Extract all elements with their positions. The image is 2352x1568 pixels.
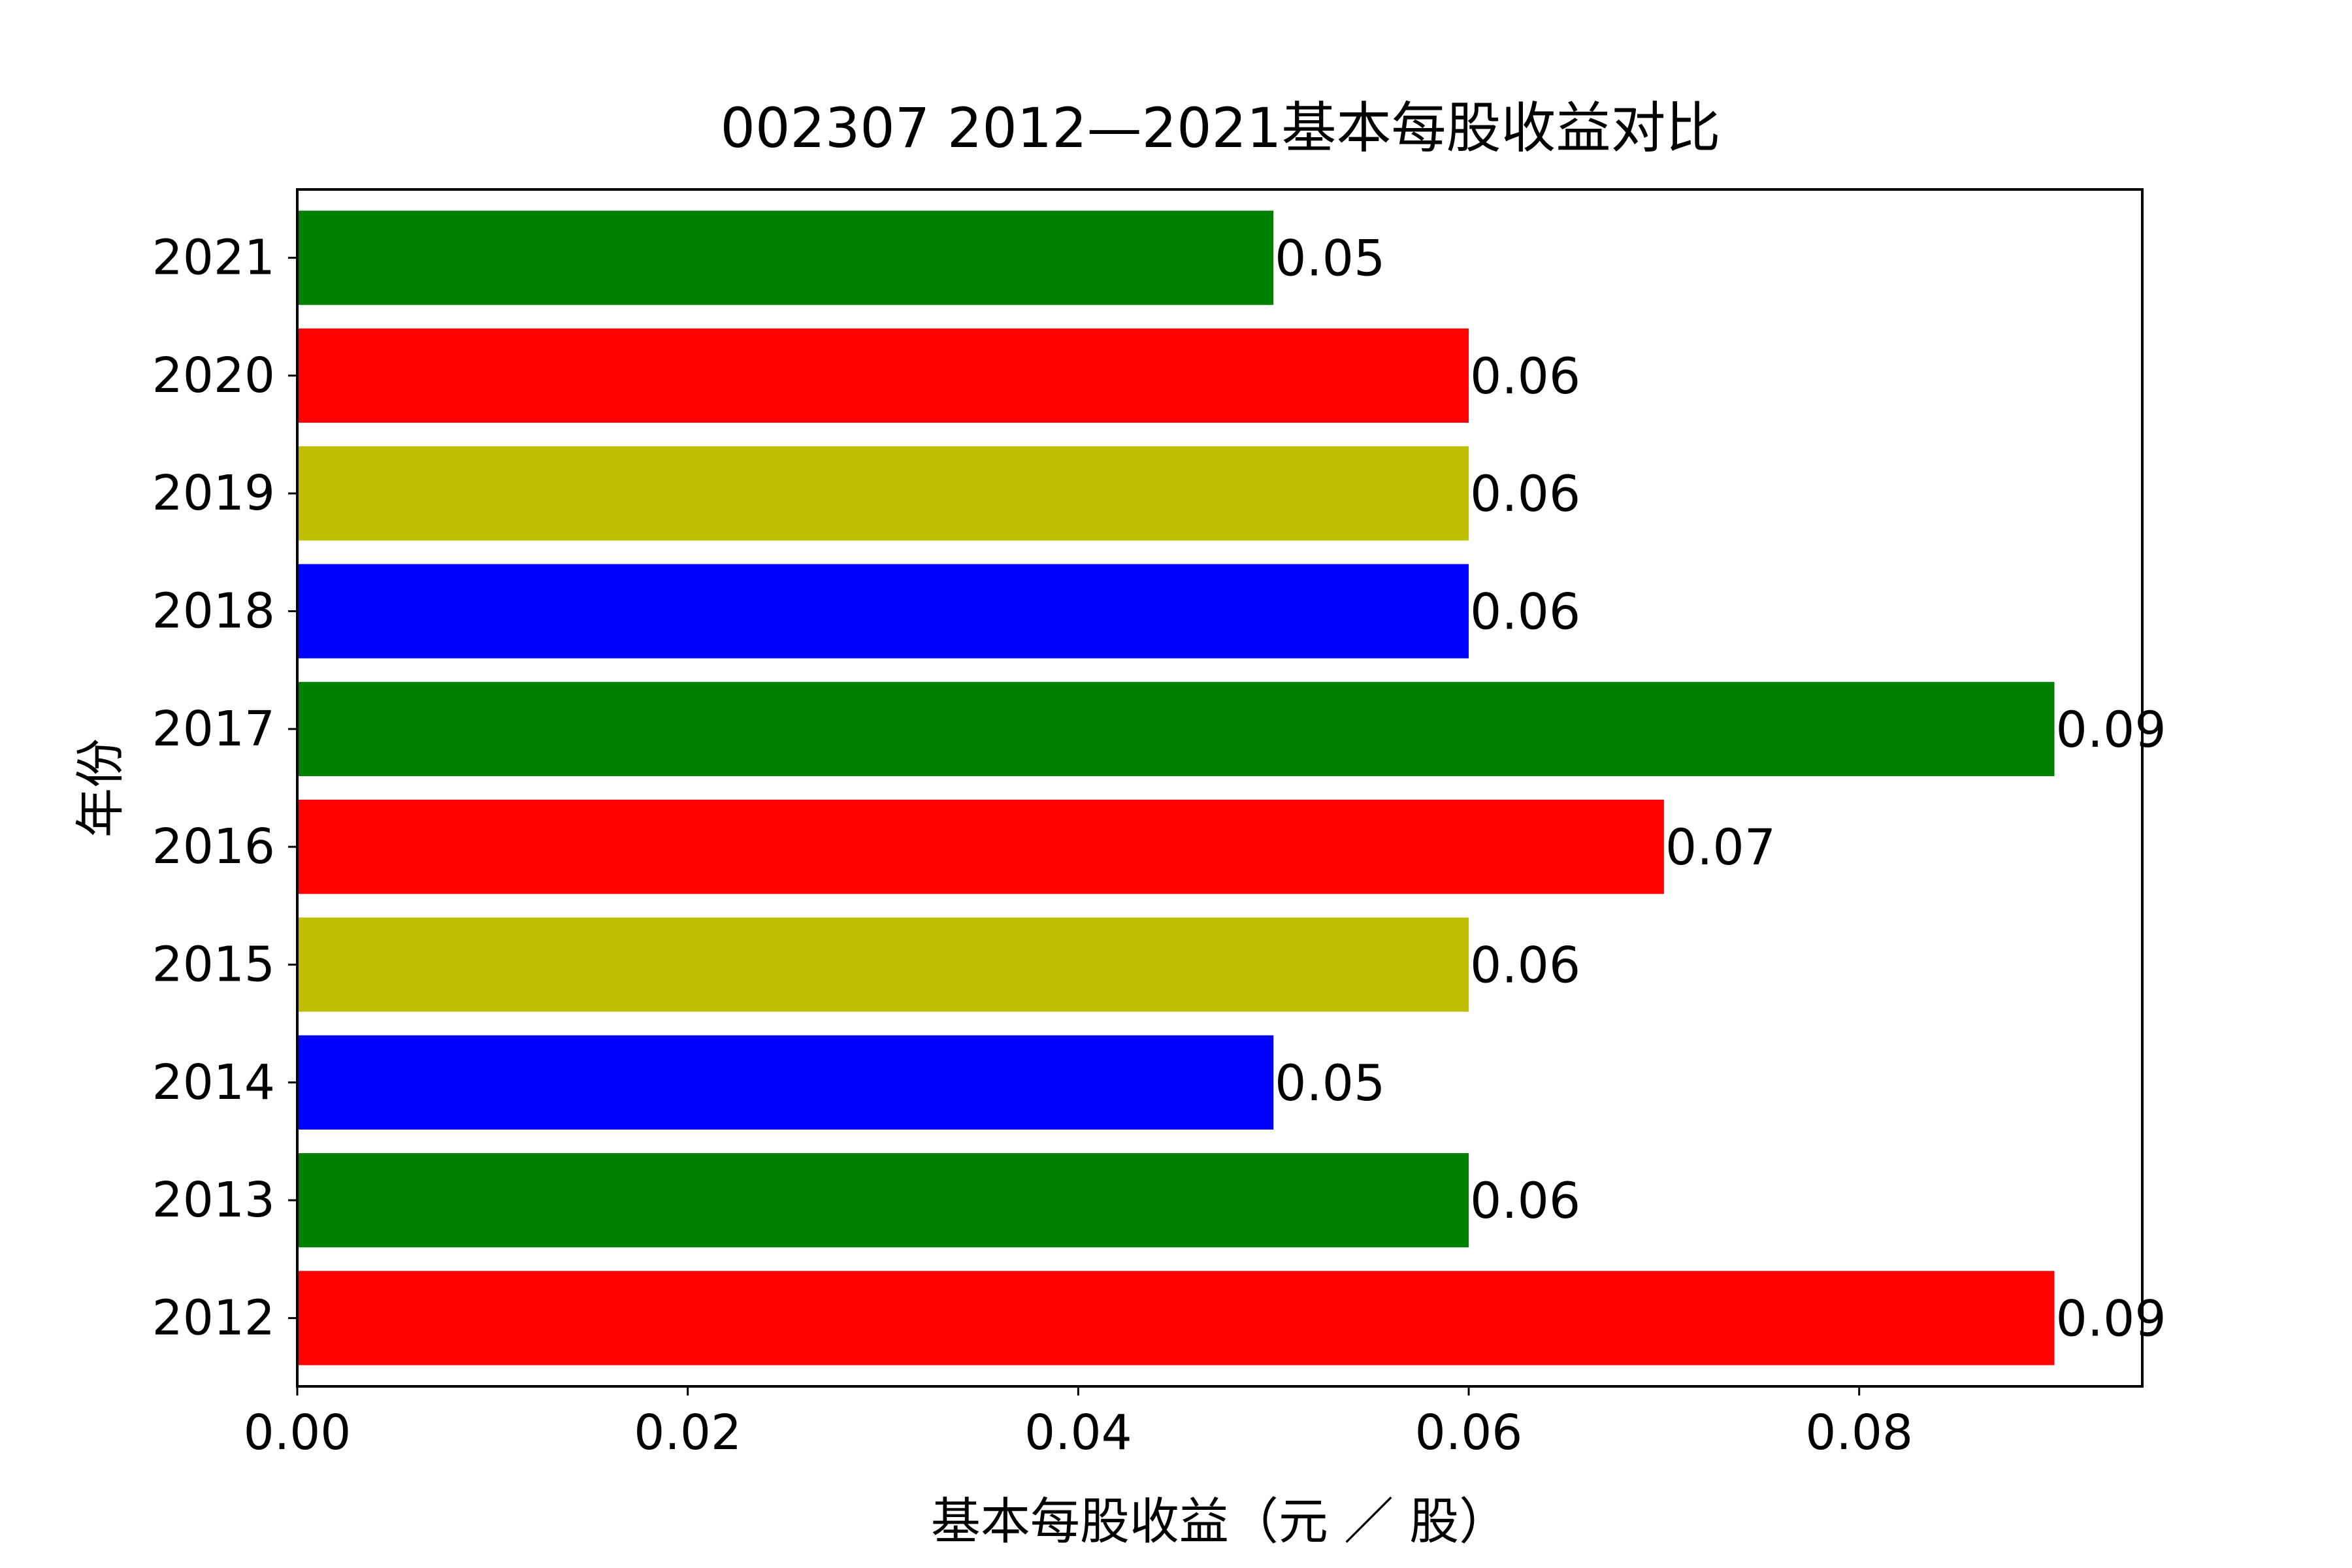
value-label-2015: 0.06 [1470,936,1580,994]
value-labels-group: 0.09 0.06 0.05 0.06 0.07 0.09 0.06 0.06 0.06 0.05 [1275,229,2166,1348]
y-tick-label-2019: 2019 [152,465,275,521]
y-tick-label-2021: 2021 [152,230,275,286]
bar-2021 [297,210,1274,305]
bar-2019 [297,446,1469,541]
y-tick-label-2016: 2016 [152,819,275,875]
y-tick-label-2015: 2015 [152,936,275,992]
value-label-2018: 0.06 [1470,583,1580,641]
bars-group [297,210,2055,1365]
x-tick-label-1: 0.02 [634,1405,742,1461]
x-axis-label: 基本每股收益（元 ／ 股） [931,1492,1509,1550]
value-label-2021: 0.05 [1275,229,1385,287]
bar-2012 [297,1271,2055,1365]
y-tick-label-2014: 2014 [152,1054,275,1111]
y-tick-label-2013: 2013 [152,1172,275,1228]
bar-2017 [297,681,2055,776]
value-label-2013: 0.06 [1470,1171,1580,1230]
value-label-2012: 0.09 [2056,1289,2166,1347]
x-axis: 0.00 0.02 0.04 0.06 0.08 [244,1386,1913,1461]
y-tick-label-2018: 2018 [152,583,275,640]
y-tick-label-2012: 2012 [152,1290,275,1346]
x-tick-label-0: 0.00 [244,1405,351,1461]
y-axis-label: 年份 [71,738,129,838]
bar-2014 [297,1035,1274,1130]
value-label-2017: 0.09 [2056,700,2166,759]
x-tick-label-2: 0.04 [1024,1405,1132,1461]
value-label-2019: 0.06 [1470,465,1580,523]
bar-2015 [297,917,1469,1012]
chart-title: 002307 2012—2021基本每股收益对比 [721,96,1721,160]
bar-2020 [297,328,1469,423]
y-axis: 2012 2013 2014 2015 2016 2017 2018 2019 2020 2021 [152,230,297,1346]
value-label-2020: 0.06 [1470,347,1580,405]
value-label-2016: 0.07 [1665,818,1776,876]
y-tick-label-2017: 2017 [152,701,275,757]
plot-frame [296,188,2144,1388]
x-tick-label-4: 0.08 [1805,1405,1913,1461]
bar-2016 [297,800,1664,894]
x-tick-label-3: 0.06 [1415,1405,1523,1461]
bar-2018 [297,564,1469,659]
value-label-2014: 0.05 [1275,1054,1385,1112]
y-tick-label-2020: 2020 [152,348,275,404]
bar-2013 [297,1152,1469,1248]
